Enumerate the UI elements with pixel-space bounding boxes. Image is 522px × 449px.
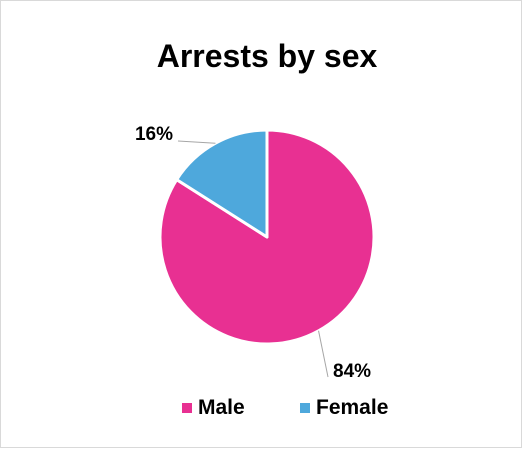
pie-slice-female	[175, 128, 269, 239]
legend: Male Female	[182, 396, 388, 419]
pie-slice-male	[158, 128, 376, 346]
leader-lines	[177, 140, 329, 378]
data-label-female: 16%	[135, 124, 173, 145]
legend-swatch-female	[300, 403, 310, 413]
legend-swatch-male	[182, 403, 192, 413]
legend-item-female: Female	[300, 396, 388, 419]
data-label-male: 84%	[333, 361, 371, 382]
chart-title: Arrests by sex	[157, 38, 378, 74]
data-labels: 84% 16%	[135, 124, 371, 382]
leader-line-male	[318, 330, 329, 378]
legend-label-male: Male	[198, 396, 245, 419]
pie-slices	[158, 128, 376, 346]
leader-line-female	[177, 140, 216, 144]
legend-item-male: Male	[182, 396, 245, 419]
legend-label-female: Female	[316, 396, 388, 419]
